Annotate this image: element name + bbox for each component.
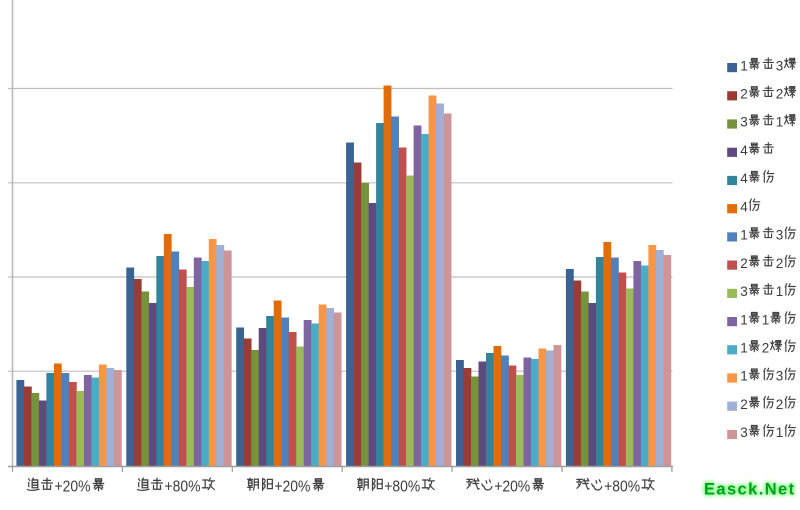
svg-text:+20%: +20% xyxy=(55,478,91,495)
svg-text:1: 1 xyxy=(740,369,748,384)
svg-text:1: 1 xyxy=(740,58,748,73)
svg-text:3: 3 xyxy=(776,228,784,243)
svg-text:2: 2 xyxy=(762,341,770,356)
svg-text:4: 4 xyxy=(740,171,748,186)
svg-text:Easck.Net: Easck.Net xyxy=(704,481,795,499)
svg-text:3: 3 xyxy=(740,115,748,130)
svg-text:4: 4 xyxy=(740,199,748,214)
svg-text:3: 3 xyxy=(776,58,784,73)
svg-text:1: 1 xyxy=(740,341,748,356)
svg-text:+20%: +20% xyxy=(494,478,530,495)
svg-text:2: 2 xyxy=(776,397,784,412)
svg-text:2: 2 xyxy=(740,87,748,102)
svg-text:2: 2 xyxy=(776,256,784,271)
svg-text:+20%: +20% xyxy=(274,478,310,495)
svg-text:+80%: +80% xyxy=(384,478,420,495)
svg-text:1: 1 xyxy=(762,312,770,327)
svg-text:2: 2 xyxy=(740,397,748,412)
svg-text:Easck.Net: Easck.Net xyxy=(704,481,795,499)
svg-text:4: 4 xyxy=(740,143,748,158)
svg-text:3: 3 xyxy=(776,369,784,384)
svg-text:1: 1 xyxy=(776,115,784,130)
svg-text:1: 1 xyxy=(776,284,784,299)
svg-text:1: 1 xyxy=(740,228,748,243)
svg-text:+80%: +80% xyxy=(165,478,201,495)
svg-text:+80%: +80% xyxy=(604,478,640,495)
svg-text:1: 1 xyxy=(776,425,784,440)
svg-text:2: 2 xyxy=(740,256,748,271)
svg-text:3: 3 xyxy=(740,284,748,299)
svg-text:2: 2 xyxy=(776,87,784,102)
svg-text:3: 3 xyxy=(740,425,748,440)
svg-text:1: 1 xyxy=(740,312,748,327)
